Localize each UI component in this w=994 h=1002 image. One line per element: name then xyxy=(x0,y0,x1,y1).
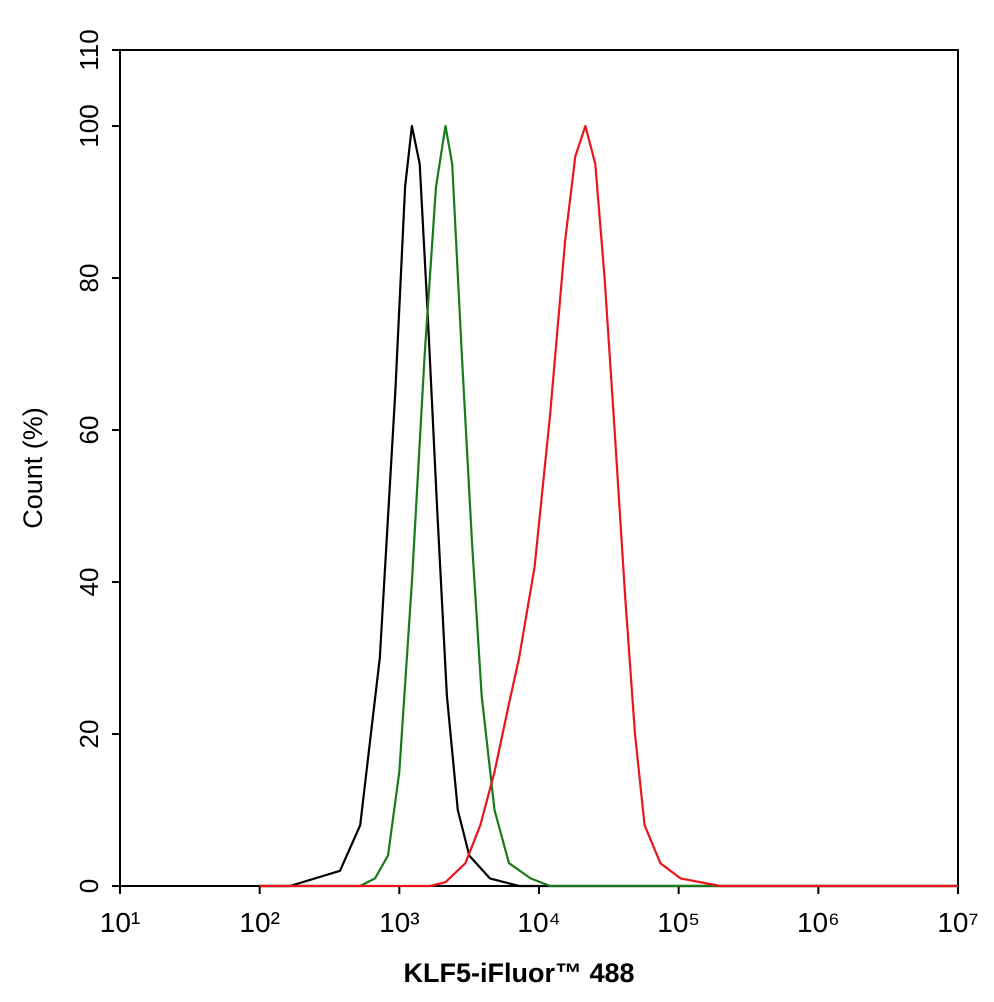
x-tick-label: 10⁴ xyxy=(517,907,560,938)
y-tick-label: 80 xyxy=(74,264,104,293)
x-tick-label: 10² xyxy=(239,907,279,938)
histogram-line xyxy=(259,124,958,888)
x-axis-label: KLF5-iFluor™ 488 xyxy=(403,958,634,988)
plot-frame xyxy=(119,49,959,887)
x-tick-label: 10⁶ xyxy=(797,907,840,938)
histogram-line xyxy=(259,124,958,888)
y-axis-label: Count (%) xyxy=(18,407,48,529)
x-tick-label: 10¹ xyxy=(100,907,140,938)
histogram-line xyxy=(259,124,958,888)
y-tick-label: 0 xyxy=(74,879,104,893)
x-tick-label: 10³ xyxy=(379,907,419,938)
x-tick-label: 10⁷ xyxy=(937,907,978,938)
y-tick-label: 110 xyxy=(74,29,104,70)
y-tick-label: 100 xyxy=(74,104,104,147)
y-tick-label: 60 xyxy=(74,416,104,445)
x-tick-label: 10⁵ xyxy=(657,907,700,938)
y-tick-label: 40 xyxy=(74,568,104,597)
y-tick-label: 20 xyxy=(74,720,104,749)
